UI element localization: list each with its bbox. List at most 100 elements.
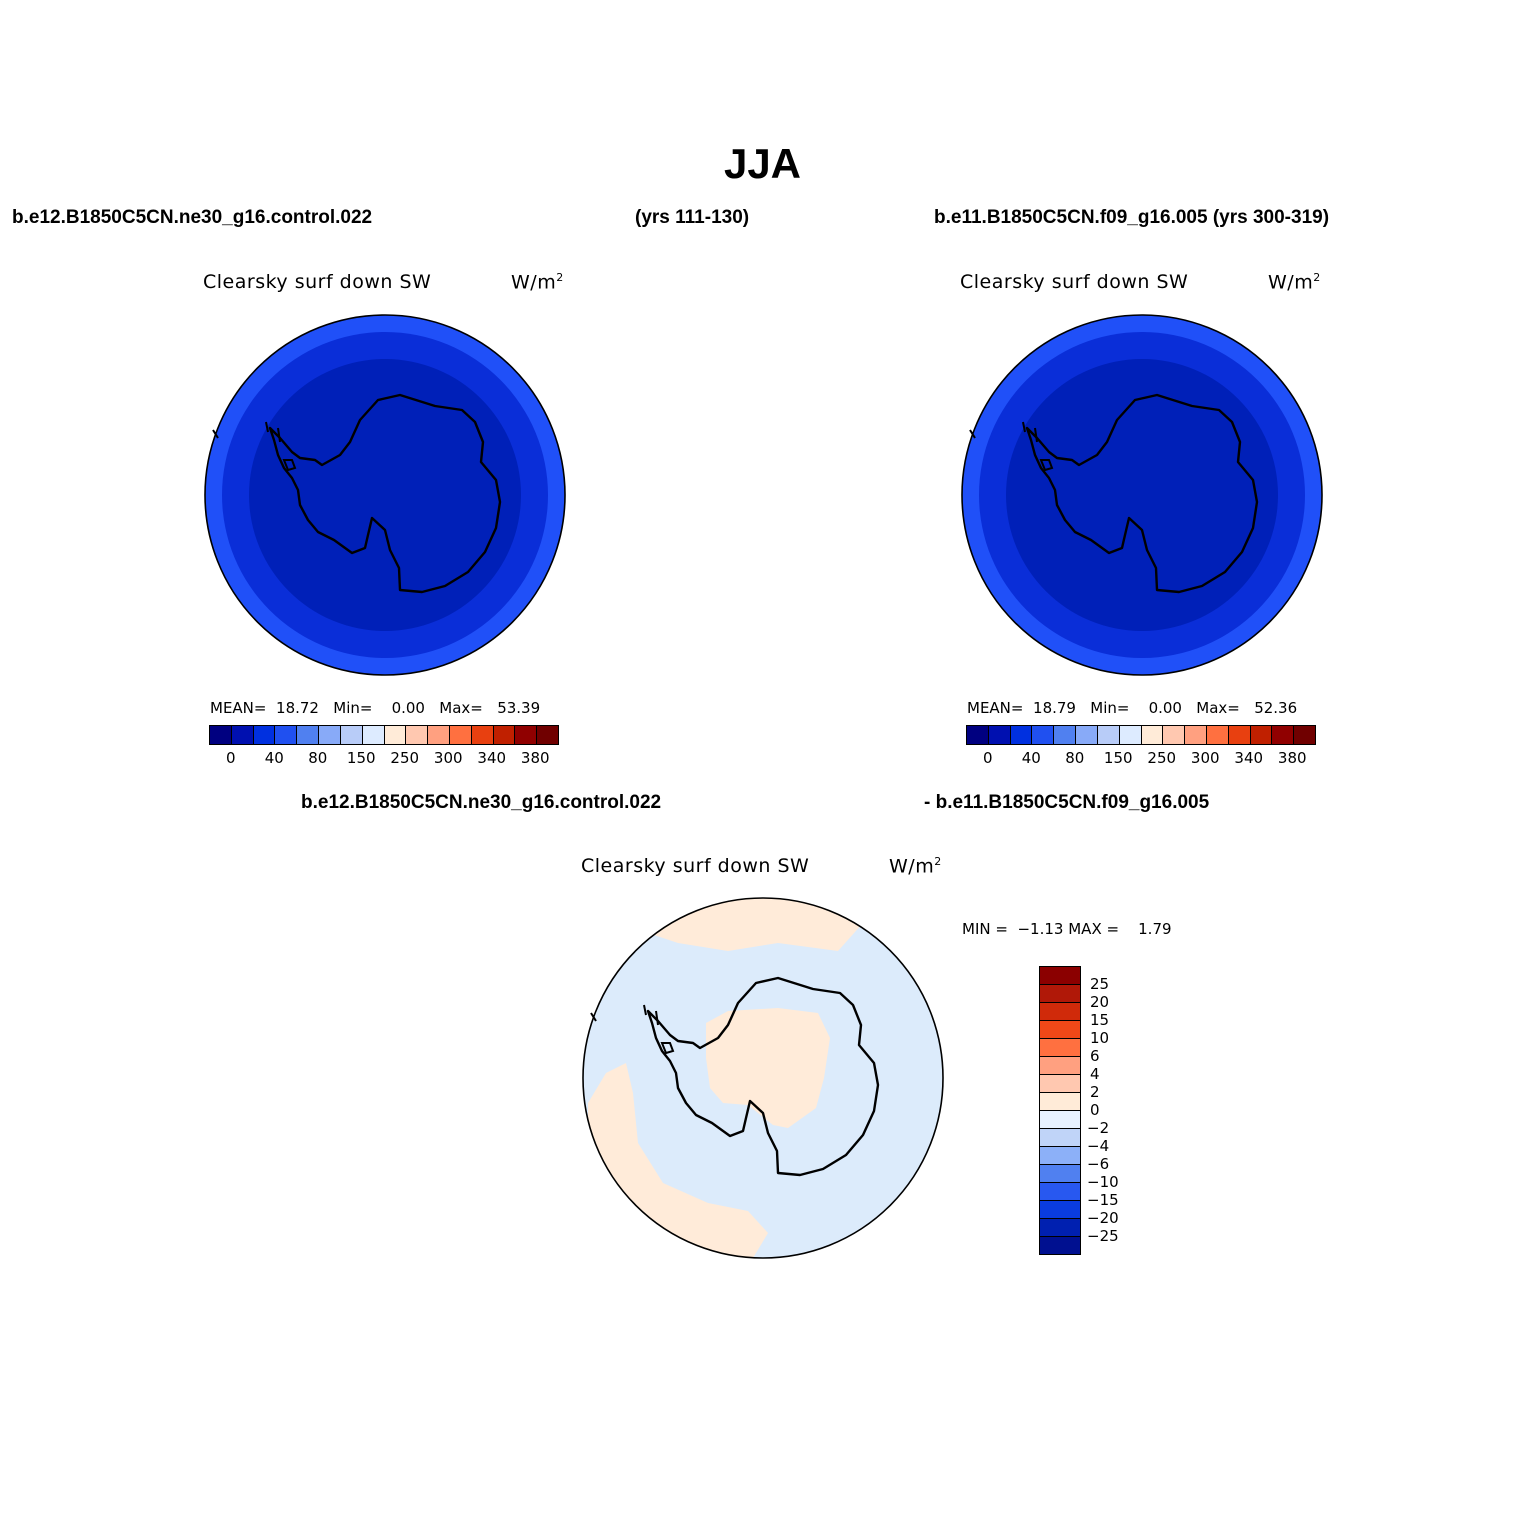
right-colorbar-tick: 340 xyxy=(1234,749,1264,767)
diff-minmax: MIN = −1.13 MAX = 1.79 xyxy=(962,920,1172,938)
colorbar-swatch xyxy=(1076,726,1098,744)
colorbar-swatch xyxy=(493,726,516,744)
right-polar-map xyxy=(961,314,1323,676)
right-colorbar-tick: 80 xyxy=(1065,749,1085,767)
colorbar-swatch xyxy=(1119,726,1142,744)
right-map-coastline xyxy=(1025,393,1259,594)
diff-colorbar-swatch xyxy=(1040,1021,1080,1039)
diff-colorbar-swatch xyxy=(1040,1075,1080,1093)
diff-colorbar-swatch xyxy=(1040,1183,1080,1201)
diff-panel-variable: Clearsky surf down SW xyxy=(581,855,810,877)
right-colorbar-tick: 0 xyxy=(982,749,993,767)
colorbar-swatch xyxy=(449,726,472,744)
right-colorbar-tick: 300 xyxy=(1190,749,1220,767)
colorbar-swatch xyxy=(428,726,450,744)
diff-colorbar-swatch xyxy=(1040,1219,1080,1237)
left-colorbar-tick: 300 xyxy=(433,749,463,767)
colorbar-swatch xyxy=(1272,726,1295,744)
right-colorbar-tick: 150 xyxy=(1103,749,1133,767)
diff-colorbar-tick: 15 xyxy=(1090,1011,1110,1029)
diff-map-peninsula-islands xyxy=(590,1004,675,1055)
colorbar-swatch xyxy=(967,726,989,744)
left-colorbar xyxy=(209,725,559,745)
colorbar-swatch xyxy=(210,726,232,744)
diff-colorbar-tick: 4 xyxy=(1090,1065,1100,1083)
left-map-coastline xyxy=(268,393,502,594)
colorbar-swatch xyxy=(1250,726,1273,744)
left-colorbar-tick: 40 xyxy=(264,749,284,767)
diff-colorbar-swatch xyxy=(1040,1165,1080,1183)
colorbar-swatch xyxy=(1185,726,1207,744)
colorbar-swatch xyxy=(1294,726,1315,744)
diff-colorbar-swatch xyxy=(1040,1201,1080,1219)
diff-colorbar-tick: −10 xyxy=(1087,1173,1119,1191)
diff-colorbar-swatch xyxy=(1040,967,1080,985)
left-colorbar-tick: 380 xyxy=(520,749,550,767)
diff-colorbar-swatch xyxy=(1040,1129,1080,1147)
colorbar-swatch xyxy=(1206,726,1229,744)
right-panel-variable: Clearsky surf down SW xyxy=(960,271,1189,293)
colorbar-swatch xyxy=(1228,726,1251,744)
right-colorbar xyxy=(966,725,1316,745)
colorbar-swatch xyxy=(340,726,363,744)
diff-colorbar-tick: −15 xyxy=(1087,1191,1119,1209)
right-panel-stats: MEAN= 18.79 Min= 0.00 Max= 52.36 xyxy=(967,699,1298,717)
diff-colorbar-tick: 2 xyxy=(1090,1083,1100,1101)
colorbar-swatch xyxy=(406,726,429,744)
diff-colorbar xyxy=(1039,966,1081,1255)
left-colorbar-labels: 0 40 80 150 250 300 340 380 xyxy=(209,749,557,769)
left-map-inner-disc xyxy=(249,359,521,631)
diff-polar-map xyxy=(582,897,944,1259)
colorbar-swatch xyxy=(275,726,298,744)
left-colorbar-tick: 250 xyxy=(390,749,420,767)
colorbar-swatch xyxy=(1163,726,1186,744)
right-colorbar-labels: 0 40 80 150 250 300 340 380 xyxy=(966,749,1314,769)
right-map-peninsula-islands xyxy=(969,421,1054,472)
colorbar-swatch xyxy=(1054,726,1077,744)
left-map-border xyxy=(204,314,566,676)
diff-map-coastline xyxy=(646,976,880,1177)
diff-colorbar-tick: 6 xyxy=(1090,1047,1100,1065)
colorbar-swatch xyxy=(1097,726,1120,744)
page-title: JJA xyxy=(723,140,802,187)
colorbar-swatch xyxy=(471,726,494,744)
left-panel-units: W/m2 xyxy=(511,271,564,294)
diff-colorbar-swatch xyxy=(1040,1237,1080,1254)
diff-colorbar-swatch xyxy=(1040,1093,1080,1111)
diff-colorbar-tick: −25 xyxy=(1087,1227,1119,1245)
left-map-peninsula-islands xyxy=(212,421,297,472)
diff-colorbar-tick: 25 xyxy=(1090,975,1110,993)
right-colorbar-tick: 380 xyxy=(1277,749,1307,767)
right-map-border xyxy=(961,314,1323,676)
diff-colorbar-tick: 10 xyxy=(1090,1029,1110,1047)
right-case-label: b.e11.B1850C5CN.f09_g16.005 (yrs 300-319… xyxy=(934,207,1330,228)
right-colorbar-tick: 250 xyxy=(1147,749,1177,767)
colorbar-swatch xyxy=(515,726,538,744)
diff-colorbar-swatch xyxy=(1040,1147,1080,1165)
diff-colorbar-tick: −2 xyxy=(1087,1119,1110,1137)
diff-colorbar-swatch xyxy=(1040,1039,1080,1057)
left-polar-map xyxy=(204,314,566,676)
left-panel-stats: MEAN= 18.72 Min= 0.00 Max= 53.39 xyxy=(210,699,541,717)
colorbar-swatch xyxy=(362,726,385,744)
left-colorbar-tick: 340 xyxy=(477,749,507,767)
right-panel-units: W/m2 xyxy=(1268,271,1321,294)
right-colorbar-tick: 40 xyxy=(1021,749,1041,767)
diff-map-border xyxy=(582,897,944,1259)
diff-colorbar-swatch xyxy=(1040,985,1080,1003)
left-case-label: b.e12.B1850C5CN.ne30_g16.control.022 xyxy=(12,207,373,228)
left-years-label: (yrs 111-130) xyxy=(635,207,750,228)
colorbar-swatch xyxy=(319,726,341,744)
diff-colorbar-swatch xyxy=(1040,1111,1080,1129)
left-colorbar-tick: 150 xyxy=(346,749,376,767)
right-map-inner-disc xyxy=(1006,359,1278,631)
colorbar-swatch xyxy=(253,726,276,744)
diff-colorbar-tick: −20 xyxy=(1087,1209,1119,1227)
diff-colorbar-tick: −4 xyxy=(1087,1137,1110,1155)
colorbar-swatch xyxy=(231,726,254,744)
diff-colorbar-tick: −6 xyxy=(1087,1155,1110,1173)
colorbar-swatch xyxy=(537,726,558,744)
diff-colorbar-swatch xyxy=(1040,1003,1080,1021)
left-colorbar-tick: 0 xyxy=(225,749,236,767)
diff-colorbar-tick: 20 xyxy=(1090,993,1110,1011)
